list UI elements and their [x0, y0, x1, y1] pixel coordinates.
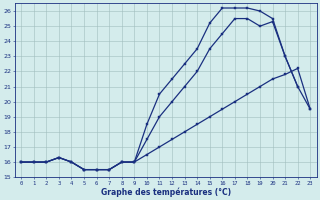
X-axis label: Graphe des températures (°C): Graphe des températures (°C) [101, 187, 231, 197]
